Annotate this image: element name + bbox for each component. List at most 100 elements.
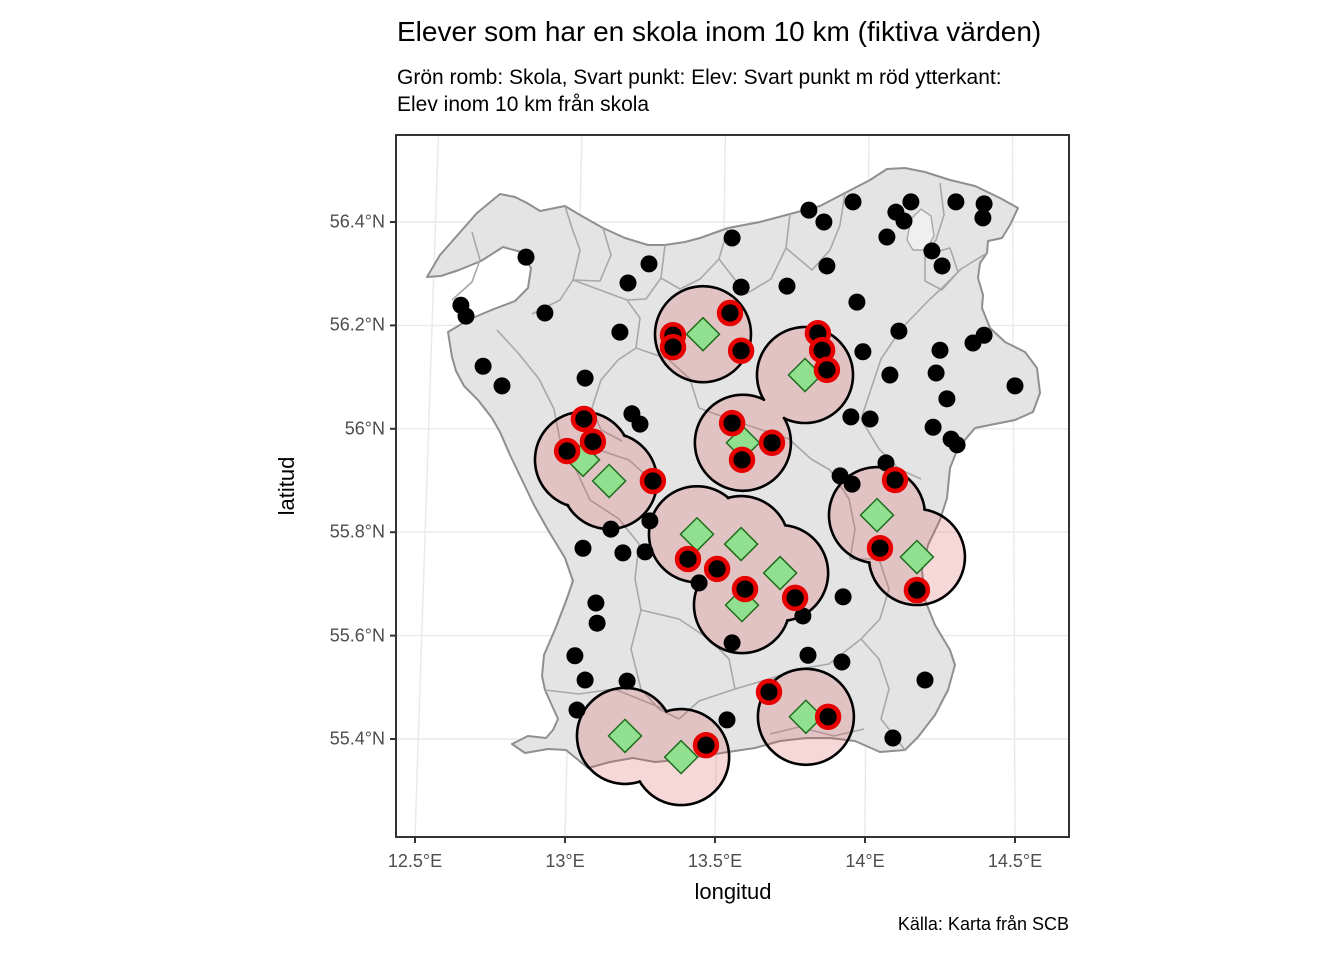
municipality-border [660,227,729,290]
student-dot [818,257,836,275]
student-dot [924,418,942,436]
student-dot [690,574,708,592]
student-dot [938,390,956,408]
plot-subtitle: Grön romb: Skola, Svart punkt: Elev: Sva… [397,64,1002,118]
student-dot [566,647,584,665]
student-dot [576,369,594,387]
municipality-border [635,347,700,409]
student-dot [640,255,658,273]
plot-subtitle-line1: Grön romb: Skola, Svart punkt: Elev: Sva… [397,66,1002,89]
student-dot [723,634,741,652]
municipality-border [589,499,642,611]
student-within-10km-dot [716,299,744,327]
student-dot [631,415,649,433]
y-tick-label: 55.6°N [329,625,385,646]
student-dot [800,201,818,219]
source-caption: Källa: Karta från SCB [897,914,1069,934]
radius-arc [566,434,659,531]
student-within-10km-dot [866,535,894,562]
student-within-10km-dot [553,437,581,465]
municipality-border [531,205,581,315]
student-within-10km-dot [731,575,759,603]
radius-arc [867,508,967,607]
municipality-border [572,279,641,361]
student-dot [636,543,654,561]
school-diamond [591,463,627,499]
municipality-border [785,192,846,271]
student-dot [884,729,902,747]
student-dot [854,343,872,361]
gridline-meridian [414,134,440,838]
municipality-border [572,227,612,282]
students-within-layer [553,299,931,759]
student-dot [877,454,895,472]
municipality-border [924,247,959,291]
student-dot [947,193,965,211]
student-dot [916,671,934,689]
student-within-10km-dot [781,584,809,612]
student-within-10km-dot [758,429,786,456]
student-dot [848,293,866,311]
school-diamond [607,718,643,754]
student-dot [881,366,899,384]
student-dot [890,322,908,340]
student-dot [895,212,913,230]
y-tick-label: 55.4°N [329,728,385,749]
student-dot [517,248,535,266]
student-dot [574,539,592,557]
student-within-10km-dot [692,732,720,759]
student-dot [602,520,620,538]
radius-arc [755,325,855,425]
student-dot [843,475,861,493]
student-within-10km-dot [813,356,841,384]
student-dot [861,410,879,428]
student-dot [568,701,586,719]
student-dot [732,278,750,296]
y-axis-tick-labels: 56.4°N 56.2°N 56°N 55.8°N 55.6°N 55.4°N [0,0,385,960]
student-dot [723,229,741,247]
school-diamond [723,526,759,562]
student-dot [778,277,796,295]
school-diamond [663,739,699,775]
panel-border [395,134,1070,838]
student-dot [474,357,492,375]
student-dot [641,512,659,530]
student-dot [844,193,862,211]
axis-ticks [390,221,1016,843]
student-within-10km-dot [674,545,702,573]
municipality-border [769,726,865,737]
y-tick-label: 55.8°N [329,521,385,542]
student-dot [493,377,511,395]
student-dot [931,341,949,359]
student-dot [815,213,833,231]
municipality-border [626,244,666,301]
student-within-10km-dot [579,428,607,455]
student-within-10km-dot [703,555,731,583]
student-dot [975,195,993,213]
student-dot [618,672,636,690]
x-axis-title: longitud [694,879,772,904]
student-dot [927,364,945,382]
student-within-10km-dot [903,576,931,604]
student-within-10km-dot [570,405,598,433]
school-diamond [762,555,798,591]
student-dot [536,304,554,322]
school-diamond [685,316,721,352]
student-dot [974,209,992,227]
student-dot [457,307,475,325]
x-tick-label: 13.5°E [687,851,743,871]
student-dot [833,653,851,671]
plot-title: Elever som har en skola inom 10 km (fikt… [397,16,1042,47]
students-layer [452,193,1024,747]
student-dot [619,274,637,292]
x-tick-label: 12.5°E [387,851,443,871]
student-dot [923,242,941,260]
student-dot [799,646,817,664]
school-diamond [899,539,935,575]
radius-arc [726,494,787,527]
student-within-10km-dot [727,337,755,364]
student-dot [794,607,812,625]
municipality-border [850,558,890,640]
